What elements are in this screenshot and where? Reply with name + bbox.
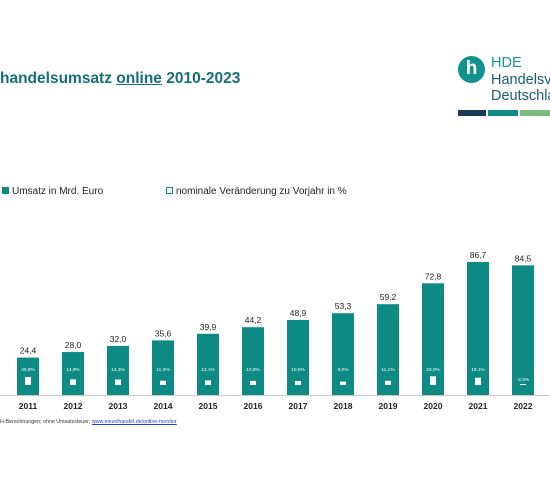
change-marker-2018 (340, 381, 346, 385)
change-marker-2013 (115, 379, 121, 385)
logo-text-line2: Handelsv (491, 72, 550, 88)
value-label-2011: 24,4 (20, 346, 37, 356)
chart-legend: Umsatz in Mrd. Euro nominale Veränderung… (0, 186, 550, 200)
legend-label: Umsatz in Mrd. Euro (12, 186, 104, 197)
legend-item-veraenderung: nominale Veränderung zu Vorjahr in % (166, 186, 347, 197)
title-underlined-word: online (116, 70, 162, 87)
bar-umsatz-2017 (287, 319, 309, 395)
x-tick-label-2018: 2018 (334, 401, 353, 411)
logo-color-bars (458, 110, 550, 116)
change-marker-2019 (385, 380, 391, 385)
logo-bar-1 (458, 110, 486, 116)
change-marker-2022 (520, 384, 526, 385)
bar-chart: 24,4 2011 20,8% 28,0 2012 14,8% 32,0 2013 14,3% 3… (0, 250, 550, 411)
x-tick-label-2012: 2012 (64, 401, 83, 411)
change-marker-2016 (250, 380, 256, 385)
title-part-1: handelsumsatz (0, 70, 117, 87)
value-label-2012: 28,0 (65, 340, 82, 350)
change-marker-2017 (295, 380, 301, 385)
change-marker-2021 (475, 377, 481, 385)
change-label-2016: 10,8% (246, 367, 260, 373)
logo-bar-3 (520, 110, 550, 116)
bar-umsatz-2018 (332, 313, 354, 395)
value-label-2021: 86,7 (470, 250, 487, 260)
x-tick-label-2015: 2015 (199, 401, 218, 411)
value-label-2015: 39,9 (200, 322, 217, 332)
logo-text-line3: Deutschla (491, 88, 550, 104)
x-tick-label-2017: 2017 (289, 401, 308, 411)
bar-umsatz-2012 (62, 352, 84, 395)
bar-umsatz-2020 (422, 283, 444, 395)
change-label-2022: -2,5% (517, 377, 530, 383)
bar-umsatz-2013 (107, 345, 129, 395)
change-label-2019: 11,1% (381, 367, 395, 373)
change-marker-2014 (160, 380, 166, 385)
change-marker-2012 (70, 379, 76, 385)
legend-swatch-filled (2, 187, 9, 194)
title-part-2: 2010-2023 (161, 70, 241, 87)
bar-umsatz-2019 (377, 304, 399, 395)
legend-item-umsatz: Umsatz in Mrd. Euro (2, 186, 103, 197)
x-tick-label-2022: 2022 (514, 401, 533, 411)
value-label-2022: 84,5 (515, 253, 532, 263)
bar-umsatz-2014 (152, 340, 174, 395)
bar-umsatz-2015 (197, 333, 219, 395)
value-label-2018: 53,3 (335, 301, 352, 311)
change-label-2020: 23,0% (426, 367, 440, 373)
change-label-2014: 11,3% (156, 367, 170, 373)
bar-umsatz-2021 (467, 262, 489, 395)
hde-logo: h HDE Handelsv Deutschla (458, 55, 550, 106)
change-label-2018: 9,0% (338, 367, 350, 373)
logo-bar-2 (488, 110, 518, 116)
bar-umsatz-2016 (242, 327, 264, 395)
change-label-2012: 14,8% (66, 367, 80, 373)
x-tick-label-2014: 2014 (154, 401, 173, 411)
change-label-2013: 14,3% (111, 367, 125, 373)
slide-title: handelsumsatz online 2010-2023 (0, 70, 240, 88)
hde-logo-mark-icon: h (458, 56, 485, 83)
x-tick-label-2021: 2021 (469, 401, 488, 411)
change-label-2015: 12,1% (201, 367, 215, 373)
value-label-2016: 44,2 (245, 315, 262, 325)
value-label-2020: 72,8 (425, 271, 442, 281)
change-marker-2020 (430, 376, 436, 385)
value-label-2013: 32,0 (110, 334, 127, 344)
change-marker-2011 (25, 377, 31, 385)
source-text: H-Berechnungen; ohne Umsatzsteuer; (0, 419, 92, 425)
x-tick-label-2016: 2016 (244, 401, 263, 411)
x-tick-label-2011: 2011 (19, 401, 38, 411)
change-marker-2015 (205, 380, 211, 385)
x-tick-label-2020: 2020 (424, 401, 443, 411)
logo-text-hde: HDE (491, 55, 522, 71)
change-label-2021: 19,1% (471, 367, 485, 373)
source-note: H-Berechnungen; ohne Umsatzsteuer; www.e… (0, 419, 177, 425)
bar-umsatz-2022 (512, 265, 534, 395)
bar-umsatz-2011 (17, 357, 39, 395)
value-label-2017: 48,9 (290, 308, 307, 318)
value-label-2019: 59,2 (380, 292, 397, 302)
change-label-2017: 10,6% (291, 367, 305, 373)
change-label-2011: 20,8% (21, 367, 35, 373)
legend-swatch-outline (166, 187, 173, 194)
x-tick-label-2019: 2019 (379, 401, 398, 411)
source-link[interactable]: www.einzelhandel.de/online-monitor (91, 419, 177, 425)
legend-label: nominale Veränderung zu Vorjahr in % (176, 186, 347, 197)
value-label-2014: 35,6 (155, 328, 172, 338)
x-tick-label-2013: 2013 (109, 401, 128, 411)
